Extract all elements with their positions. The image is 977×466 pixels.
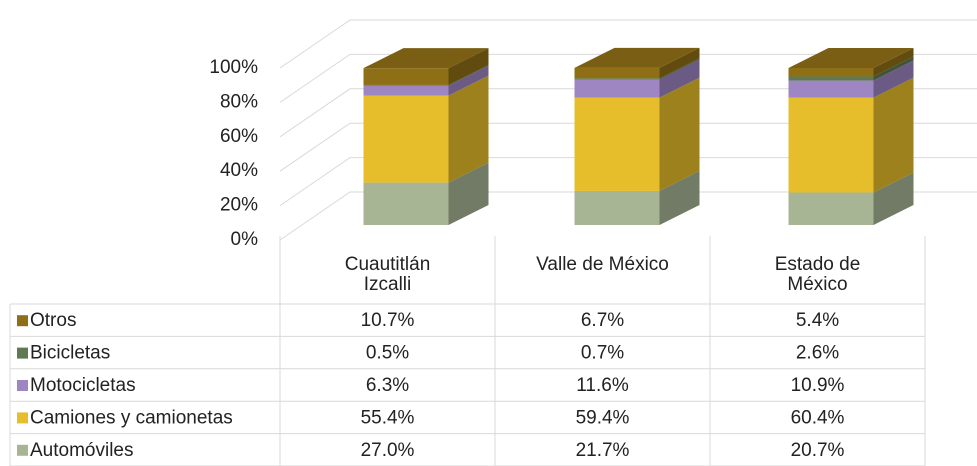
grid-line (279, 191, 977, 241)
bar (788, 97, 874, 193)
bar (363, 68, 449, 85)
value-label: 55.4% (361, 407, 415, 428)
bar-top (788, 48, 914, 68)
grid-line (279, 19, 977, 69)
legend-label: Bicicletas (30, 343, 110, 364)
value-label: 0.7% (581, 343, 624, 364)
bar (363, 182, 449, 225)
legend-swatch (17, 444, 28, 456)
grid-line (279, 53, 977, 103)
y-tick-label: 0% (231, 229, 259, 250)
value-label: 0.5% (366, 343, 409, 364)
bar-side (448, 162, 489, 225)
bar-side (873, 60, 914, 98)
y-tick-label: 60% (220, 126, 258, 147)
bar (363, 85, 449, 96)
y-tick-label: 100% (209, 57, 258, 78)
legend-label: Camiones y camionetas (30, 407, 233, 428)
category-label: Estado de México (774, 254, 861, 295)
value-label: 5.4% (796, 310, 839, 331)
bar (574, 78, 660, 80)
value-label: 59.4% (576, 407, 630, 428)
value-label: 21.7% (576, 440, 630, 461)
grid-line (279, 157, 977, 207)
bar (788, 68, 874, 77)
legend-label: Automóviles (30, 440, 134, 461)
legend-swatch (17, 315, 28, 327)
bar (788, 76, 874, 81)
bar-top (574, 47, 700, 68)
bar-side (873, 48, 914, 77)
bar (574, 97, 660, 191)
y-tick-label: 20% (220, 195, 258, 216)
bar-side (659, 47, 700, 79)
bar (574, 79, 660, 98)
bar-side (873, 77, 914, 193)
bar (574, 67, 660, 79)
bar-side (448, 48, 489, 85)
grid-line (279, 122, 977, 172)
value-label: 11.6% (576, 375, 629, 396)
bar-side (659, 58, 700, 80)
value-label: 60.4% (791, 407, 845, 428)
legend-label: Motocicletas (30, 375, 136, 396)
bar (788, 80, 874, 98)
y-tick-label: 40% (220, 160, 258, 181)
bar-side (873, 56, 914, 81)
category-label: Valle de México (536, 254, 669, 275)
value-label: 2.6% (796, 343, 839, 364)
bar-side (659, 170, 700, 225)
value-label: 10.9% (791, 375, 845, 396)
bar (363, 84, 449, 86)
value-label: 6.3% (366, 375, 409, 396)
value-label: 20.7% (791, 440, 845, 461)
y-tick-label: 80% (220, 91, 258, 112)
bar-side (448, 65, 489, 96)
value-label: 10.7% (361, 310, 415, 331)
legend-swatch (17, 347, 28, 359)
grid-line (279, 88, 977, 138)
value-label: 27.0% (361, 440, 415, 461)
bar-side (659, 77, 700, 191)
legend-swatch (17, 380, 28, 391)
bar (788, 192, 874, 225)
bar-side (448, 64, 489, 86)
legend-label: Otros (30, 310, 76, 331)
legend-swatch (17, 412, 28, 424)
bar-top (363, 48, 489, 69)
bar-side (659, 59, 700, 98)
bar (363, 95, 449, 183)
bar (574, 190, 660, 225)
bar-side (873, 172, 914, 225)
category-label: Cuautitlán Izcalli (344, 254, 431, 295)
value-label: 6.7% (581, 310, 624, 331)
bar-side (448, 75, 489, 183)
